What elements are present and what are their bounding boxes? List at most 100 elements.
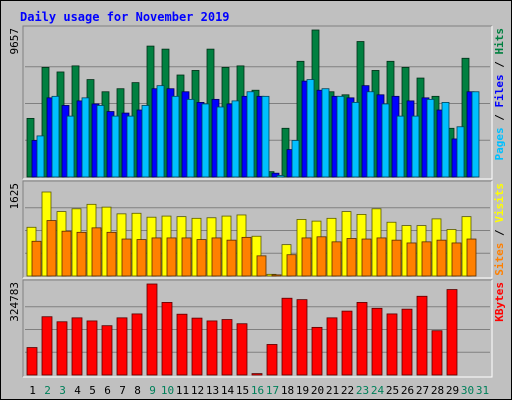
bar-kbytes-day-16 [251,373,263,376]
series-legend-label: KBytes [493,282,506,322]
bar-pages-day-8 [141,105,150,178]
bar-sites-day-21 [331,241,342,277]
bar-pages-day-1 [36,135,45,178]
bar-sites-day-20 [316,236,327,277]
bar-sites-day-17 [271,274,282,277]
bar-pages-day-4 [81,97,90,178]
bar-kbytes-day-27 [416,295,428,376]
bar-sites-day-28 [436,239,447,277]
bar-pages-day-27 [426,98,435,178]
bar-kbytes-day-22 [341,310,353,376]
bar-sites-day-23 [361,238,372,277]
bar-pages-day-12 [201,103,210,178]
x-tick-label-day-10: 10 [161,384,174,397]
x-tick-label-day-29: 29 [446,384,459,397]
chart-title: Daily usage for November 2019 [20,10,230,24]
bar-kbytes-day-15 [236,323,248,376]
legend-separator: / [493,108,506,128]
legend-files: Files [493,74,506,107]
bar-sites-day-16 [256,255,267,277]
bar-sites-day-1 [31,240,42,277]
bar-pages-day-23 [366,91,375,178]
panel-border-highlight [23,181,493,279]
y-max-label: 324783 [8,282,21,322]
bar-sites-day-2 [46,220,57,277]
legend-kbytes: KBytes [493,282,506,322]
bar-kbytes-day-1 [26,347,38,376]
bar-kbytes-day-20 [311,326,323,376]
bar-kbytes-day-7 [116,317,128,376]
x-tick-label-day-20: 20 [311,384,324,397]
bar-sites-day-24 [376,237,387,277]
bar-kbytes-day-12 [191,317,203,376]
bar-sites-day-29 [451,242,462,277]
bar-sites-day-26 [406,242,417,277]
bar-kbytes-day-25 [386,313,398,376]
bar-kbytes-day-8 [131,313,143,376]
bar-sites-day-14 [226,239,237,277]
bar-pages-day-16 [261,95,270,178]
panel-border-highlight [23,280,493,378]
x-tick-label-day-23: 23 [356,384,369,397]
bar-pages-day-6 [111,115,120,178]
x-tick-label-day-5: 5 [89,384,96,397]
panel-background [23,280,492,377]
bar-kbytes-day-28 [431,330,443,376]
x-tick-label-day-12: 12 [191,384,204,397]
bar-pages-day-25 [396,115,405,178]
bar-kbytes-day-24 [371,307,383,376]
bar-pages-day-30 [471,91,480,178]
x-tick-label-day-15: 15 [236,384,249,397]
bar-sites-day-5 [91,227,102,277]
bar-pages-day-18 [291,140,300,178]
bar-sites-day-13 [211,237,222,277]
bar-kbytes-day-21 [326,317,338,376]
bar-pages-day-10 [171,95,180,178]
x-tick-label-day-8: 8 [134,384,141,397]
panel-border-shadow [22,180,492,278]
panel-visits-sites: 1625 Sites / Visits [8,180,506,279]
legend-hits: Hits [493,28,506,55]
bar-kbytes-day-2 [41,316,53,376]
bar-kbytes-day-19 [296,299,308,376]
bar-sites-day-7 [121,238,132,277]
x-tick-label-day-25: 25 [386,384,399,397]
legend-separator: / [493,55,506,75]
bar-kbytes-day-18 [281,297,293,376]
x-tick-label-day-17: 17 [266,384,279,397]
y-max-label: 1625 [8,183,21,210]
panel-border-highlight [23,26,493,180]
bar-kbytes-day-3 [56,321,68,376]
bar-sites-day-27 [421,241,432,277]
bar-sites-day-10 [166,237,177,277]
bar-pages-day-19 [306,79,315,178]
x-tick-label-day-11: 11 [176,384,189,397]
bar-pages-day-17 [276,175,285,178]
bar-pages-day-5 [96,105,105,178]
bar-pages-day-13 [216,106,225,178]
bar-sites-day-12 [196,239,207,277]
panel-hits-files-pages: 9657 Pages / Files / Hits [8,25,506,180]
bar-kbytes-day-26 [401,308,413,376]
x-tick-label-day-9: 9 [149,384,156,397]
bar-pages-day-7 [126,115,135,178]
bar-kbytes-day-4 [71,317,83,376]
legend-sites: Sites [493,243,506,276]
bar-sites-day-3 [61,230,72,277]
y-max-label: 9657 [8,28,21,55]
legend-visits: Visits [493,183,506,223]
x-tick-label-day-21: 21 [326,384,339,397]
bar-sites-day-18 [286,254,297,277]
bar-kbytes-day-10 [161,302,173,376]
bar-kbytes-day-6 [101,325,113,376]
bar-pages-day-2 [51,95,60,178]
x-tick-label-day-31: 31 [476,384,489,397]
x-tick-label-day-30: 30 [461,384,474,397]
bar-pages-day-9 [156,85,165,178]
x-tick-label-day-7: 7 [119,384,126,397]
bar-pages-day-22 [351,102,360,178]
bar-pages-day-26 [411,115,420,178]
bar-sites-day-6 [106,231,117,277]
